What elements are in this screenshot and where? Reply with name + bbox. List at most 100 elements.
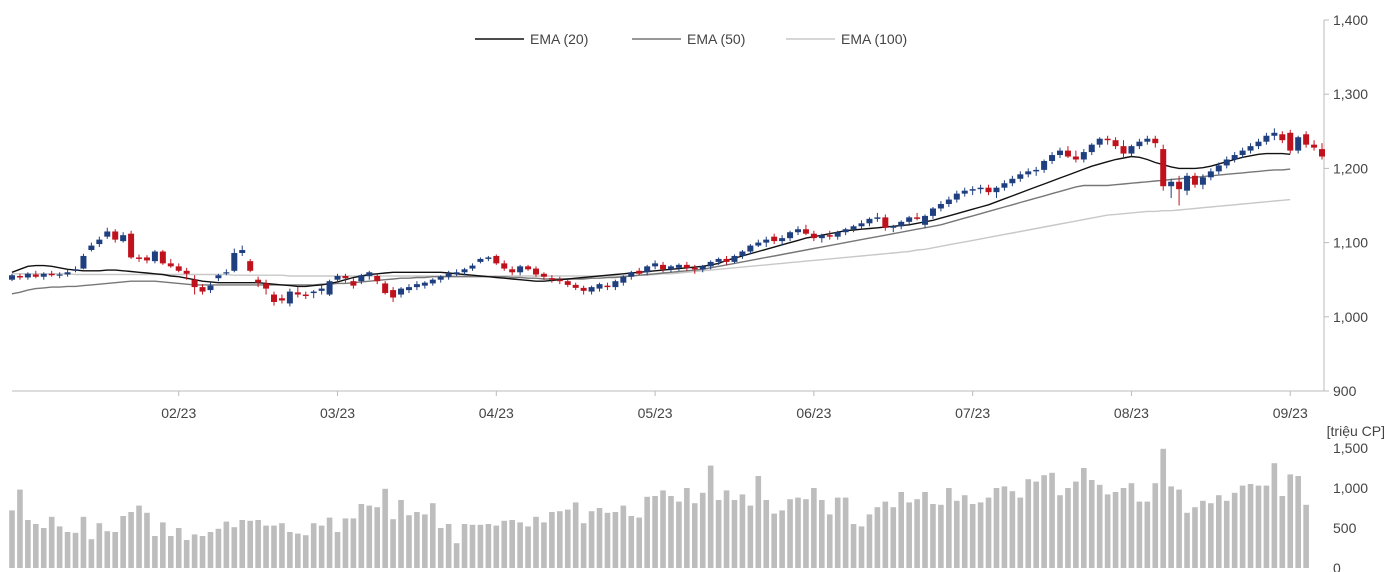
candle-up [398, 288, 405, 295]
volume-bar [1200, 500, 1206, 568]
volume-bar [231, 527, 238, 568]
candle-up [96, 239, 103, 245]
candle-up [874, 217, 881, 219]
volume-bar [1136, 501, 1143, 568]
candle-down [882, 217, 889, 228]
candle-up [485, 257, 492, 259]
candle-down [509, 269, 516, 273]
volume-bar [120, 516, 126, 568]
candle-up [667, 266, 674, 270]
candle-down [540, 273, 547, 277]
candle-up [40, 273, 47, 277]
volume-bar [88, 539, 95, 568]
volume-bar [414, 512, 420, 568]
candle-down [294, 292, 301, 295]
candle-up [1215, 165, 1222, 172]
candle-up [628, 272, 635, 277]
volume-bar [707, 465, 714, 568]
candle-down [691, 267, 698, 270]
candle-down [1311, 144, 1318, 148]
price-y-tick-label: 1,300 [1333, 86, 1368, 102]
candle-up [699, 266, 706, 270]
candle-down [247, 261, 254, 271]
volume-bar [787, 499, 793, 568]
candle-up [88, 245, 95, 251]
candle-up [453, 272, 460, 274]
volume-bar [1255, 485, 1262, 568]
candle-up [1247, 146, 1254, 151]
candle-up [326, 281, 333, 295]
candle-down [199, 287, 206, 292]
volume-bar [834, 497, 841, 568]
volume-bar [1073, 481, 1079, 568]
volume-bar [612, 512, 619, 568]
candle-up [612, 281, 619, 288]
volume-bar [580, 523, 587, 568]
candle-up [787, 232, 794, 239]
volume-bar [406, 515, 412, 568]
volume-bar [1168, 486, 1174, 568]
candle-up [405, 287, 412, 291]
candle-up [588, 287, 595, 292]
candle-up [1001, 183, 1008, 188]
volume-bar [977, 502, 984, 568]
volume-bar [453, 543, 460, 568]
legend-label-ema50: EMA (50) [687, 31, 745, 47]
candle-up [596, 284, 603, 289]
candlesticks [9, 128, 1325, 307]
volume-bar [1247, 484, 1254, 568]
candle-up [215, 275, 222, 279]
volume-bar [80, 516, 87, 568]
volume-bar [199, 536, 206, 568]
candle-down [533, 268, 539, 275]
volume-bar [993, 488, 1000, 568]
candle-up [779, 238, 786, 242]
volume-bar [1263, 485, 1270, 568]
candle-up [421, 282, 428, 286]
candle-up [922, 215, 929, 225]
candle-down [1120, 146, 1127, 154]
candle-up [1049, 155, 1056, 161]
candle-down [1160, 149, 1167, 187]
volume-bar [318, 525, 325, 568]
candle-up [707, 261, 714, 267]
candle-up [755, 242, 762, 246]
volume-bar [795, 497, 801, 568]
candle-up [310, 291, 317, 294]
volume-bar [310, 523, 317, 568]
candle-up [239, 250, 246, 253]
volume-bar [1215, 495, 1222, 568]
candle-up [1025, 171, 1032, 175]
candle-down [1104, 138, 1111, 141]
volume-bar [33, 524, 39, 568]
volume-bar [247, 520, 253, 568]
candle-down [604, 285, 611, 288]
volume-y-tick-label: 1,500 [1333, 440, 1368, 456]
volume-y-tick-label: 0 [1333, 560, 1341, 572]
volume-bar [1192, 507, 1198, 568]
volume-bar [644, 496, 650, 568]
candle-up [818, 235, 825, 239]
volume-bar [620, 505, 627, 568]
candle-down [572, 284, 579, 288]
candle-up [24, 273, 31, 278]
volume-bar [652, 496, 658, 568]
candle-up [961, 190, 968, 194]
price-y-tick-label: 1,000 [1333, 309, 1368, 325]
volume-bar [398, 500, 404, 568]
volume-bar [874, 507, 881, 568]
volume-bar [279, 523, 285, 568]
volume-bar [898, 492, 905, 568]
x-tick-label: 02/23 [161, 405, 196, 421]
candle-down [1287, 132, 1294, 151]
volume-bar [56, 526, 63, 568]
candle-up [358, 275, 365, 282]
volume-bar [1184, 512, 1190, 568]
candle-down [771, 236, 778, 242]
candle-down [802, 229, 809, 234]
candle-down [183, 270, 190, 274]
volume-bar [112, 532, 119, 568]
candle-down [723, 258, 730, 262]
candle-up [731, 255, 738, 262]
candle-down [175, 266, 182, 271]
